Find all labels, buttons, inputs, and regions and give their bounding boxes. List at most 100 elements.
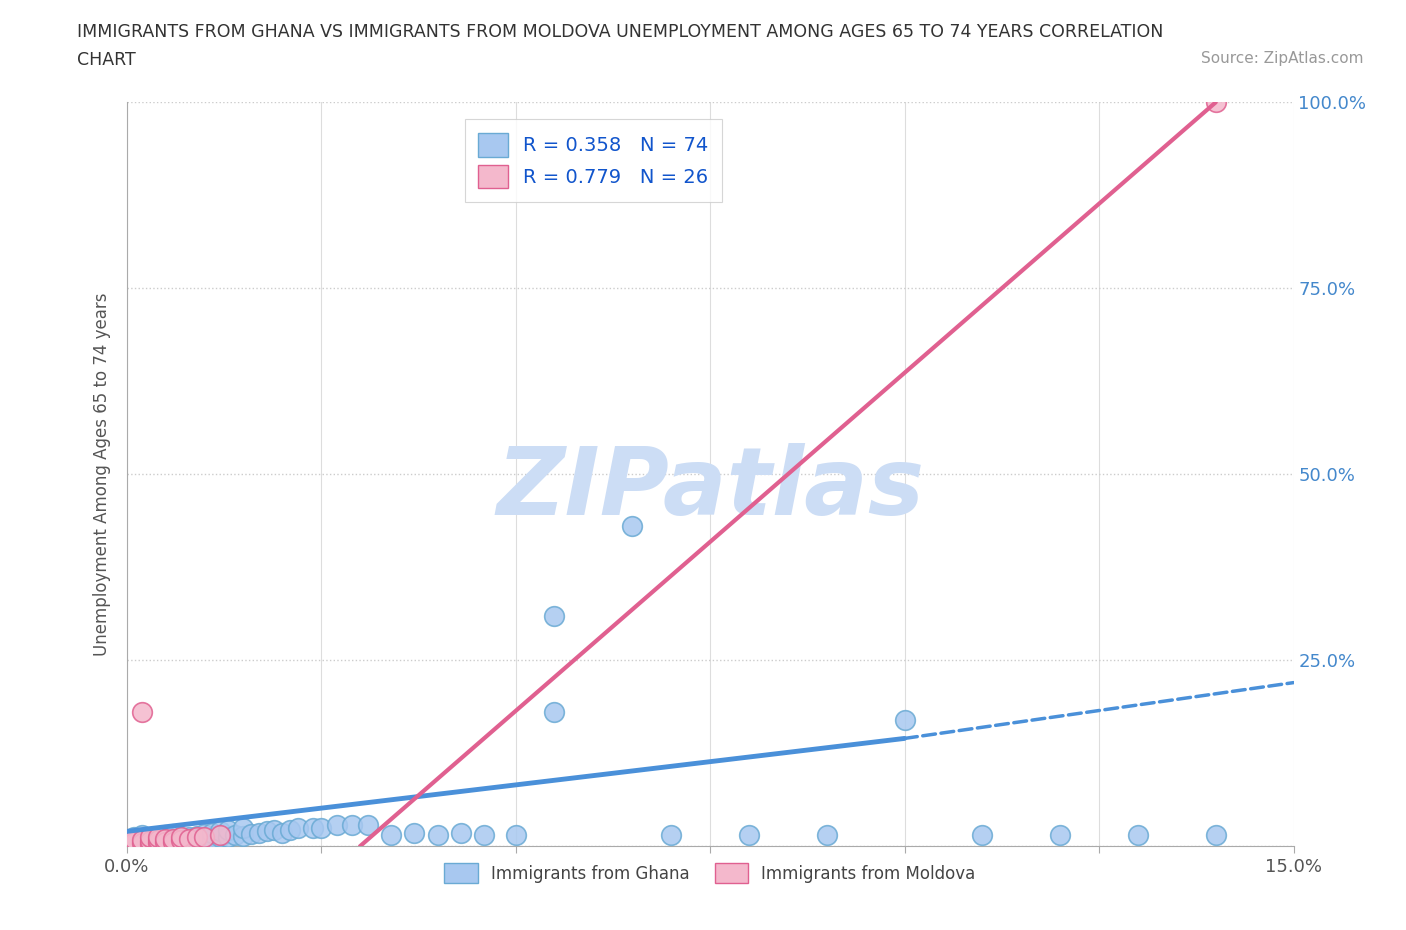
Point — [357, 818, 380, 833]
Point — [278, 822, 301, 837]
Point — [186, 834, 208, 849]
Point — [186, 830, 208, 844]
Point — [201, 826, 224, 841]
Point — [115, 833, 138, 848]
Point — [271, 826, 294, 841]
Point — [115, 837, 138, 852]
Point — [404, 826, 426, 841]
Point — [131, 705, 153, 720]
Point — [256, 824, 278, 839]
Point — [146, 830, 169, 844]
Text: IMMIGRANTS FROM GHANA VS IMMIGRANTS FROM MOLDOVA UNEMPLOYMENT AMONG AGES 65 TO 7: IMMIGRANTS FROM GHANA VS IMMIGRANTS FROM… — [77, 23, 1164, 41]
Point — [193, 827, 215, 842]
Point — [139, 837, 162, 852]
Point — [162, 839, 184, 854]
Point — [815, 828, 838, 843]
Point — [131, 839, 153, 854]
Point — [155, 831, 177, 846]
Point — [543, 608, 565, 623]
Point — [232, 829, 254, 844]
Text: Source: ZipAtlas.com: Source: ZipAtlas.com — [1201, 51, 1364, 66]
Point — [155, 837, 177, 852]
Point — [208, 824, 231, 839]
Point — [131, 837, 153, 852]
Point — [131, 828, 153, 843]
Point — [263, 822, 285, 837]
Point — [621, 519, 644, 534]
Point — [124, 837, 146, 852]
Point — [302, 820, 325, 835]
Point — [1049, 828, 1071, 843]
Point — [224, 828, 246, 843]
Point — [217, 830, 239, 844]
Point — [177, 839, 200, 854]
Point — [124, 831, 146, 846]
Point — [146, 839, 169, 854]
Point — [155, 833, 177, 848]
Point — [115, 839, 138, 854]
Point — [201, 831, 224, 846]
Point — [170, 830, 193, 844]
Point — [1205, 95, 1227, 110]
Point — [162, 827, 184, 842]
Point — [208, 830, 231, 844]
Point — [131, 833, 153, 848]
Point — [124, 839, 146, 854]
Legend: Immigrants from Ghana, Immigrants from Moldova: Immigrants from Ghana, Immigrants from M… — [437, 857, 983, 890]
Point — [155, 834, 177, 849]
Point — [139, 834, 162, 849]
Point — [146, 830, 169, 844]
Point — [162, 834, 184, 849]
Point — [177, 835, 200, 850]
Point — [177, 831, 200, 846]
Point — [170, 830, 193, 844]
Point — [217, 822, 239, 837]
Point — [139, 830, 162, 844]
Point — [177, 830, 200, 844]
Point — [426, 828, 449, 843]
Point — [232, 820, 254, 835]
Point — [170, 835, 193, 850]
Point — [162, 832, 184, 847]
Point — [170, 833, 193, 848]
Point — [474, 828, 496, 843]
Text: ZIPatlas: ZIPatlas — [496, 444, 924, 535]
Point — [1205, 828, 1227, 843]
Point — [115, 835, 138, 850]
Point — [193, 833, 215, 848]
Point — [450, 826, 472, 841]
Y-axis label: Unemployment Among Ages 65 to 74 years: Unemployment Among Ages 65 to 74 years — [93, 293, 111, 656]
Point — [124, 830, 146, 844]
Point — [131, 833, 153, 848]
Point — [738, 828, 761, 843]
Point — [139, 833, 162, 848]
Point — [162, 831, 184, 846]
Point — [146, 833, 169, 848]
Point — [1126, 828, 1149, 843]
Point — [543, 705, 565, 720]
Point — [659, 828, 682, 843]
Point — [972, 828, 994, 843]
Point — [505, 828, 527, 843]
Point — [146, 835, 169, 850]
Point — [146, 837, 169, 852]
Point — [124, 835, 146, 850]
Point — [893, 712, 915, 727]
Point — [146, 833, 169, 848]
Point — [162, 836, 184, 851]
Point — [208, 828, 231, 843]
Point — [155, 839, 177, 854]
Point — [240, 827, 263, 842]
Point — [193, 830, 215, 844]
Text: CHART: CHART — [77, 51, 136, 69]
Point — [309, 820, 332, 835]
Point — [139, 837, 162, 852]
Point — [340, 818, 363, 833]
Point — [131, 835, 153, 850]
Point — [115, 837, 138, 852]
Point — [247, 826, 270, 841]
Point — [380, 828, 402, 843]
Point — [155, 828, 177, 843]
Point — [186, 829, 208, 844]
Point — [170, 839, 193, 854]
